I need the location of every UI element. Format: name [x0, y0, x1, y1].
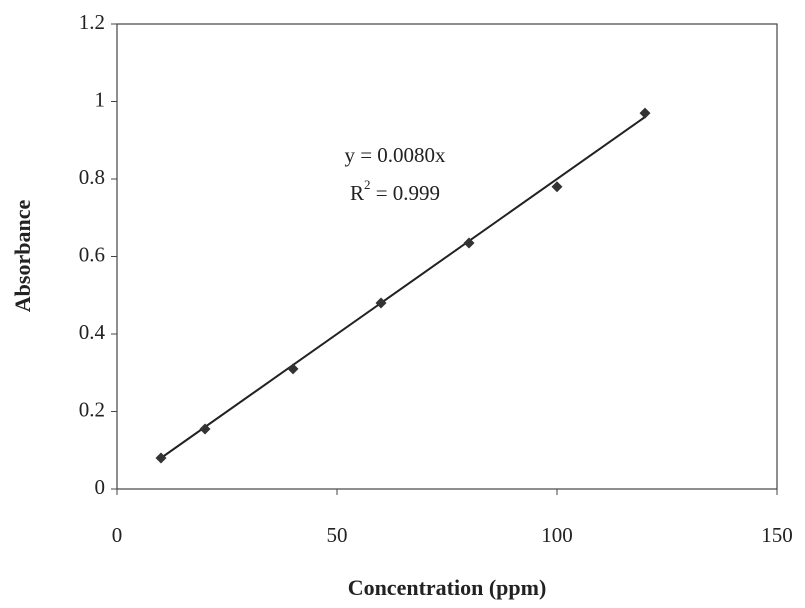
y-tick-label: 0.6 [79, 242, 105, 266]
r-base: R [350, 181, 364, 205]
equation-label: y = 0.0080x [344, 143, 446, 167]
y-tick-label: 0.2 [79, 397, 105, 421]
y-tick-label: 1 [95, 87, 106, 111]
x-tick-label: 50 [327, 523, 348, 547]
r-sup: 2 [364, 177, 371, 192]
y-tick-label: 0 [95, 475, 106, 499]
y-tick-label: 0.8 [79, 165, 105, 189]
x-tick-label: 0 [112, 523, 123, 547]
r-rest: = 0.999 [370, 181, 440, 205]
x-axis-title: Concentration (ppm) [348, 575, 547, 600]
point [551, 181, 563, 193]
x-tick-label: 100 [541, 523, 573, 547]
point [375, 297, 387, 309]
y-tick-label: 0.4 [79, 320, 106, 344]
point [639, 107, 651, 119]
x-tick-label: 150 [761, 523, 793, 547]
point [199, 423, 211, 435]
point [287, 363, 299, 375]
y-tick-label: 1.2 [79, 10, 105, 34]
point [155, 452, 167, 464]
y-axis-title: Absorbance [10, 200, 35, 313]
r-squared-label: R2 = 0.999 [350, 177, 440, 205]
point [463, 237, 475, 249]
trendline [160, 116, 646, 459]
